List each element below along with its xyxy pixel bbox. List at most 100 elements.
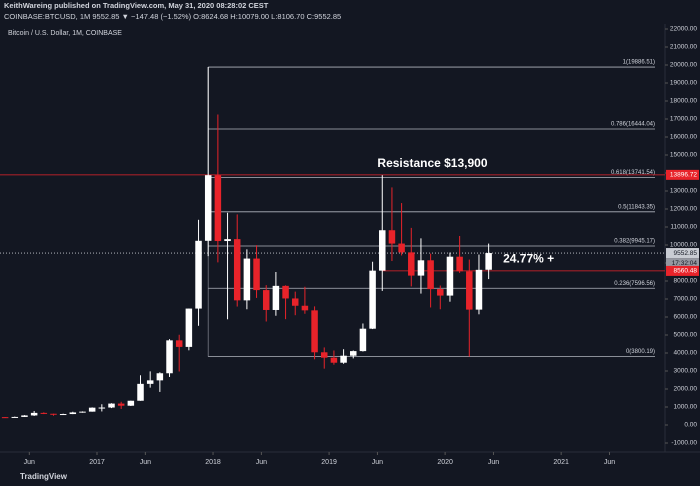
candle-body <box>427 260 434 290</box>
candle-body <box>40 412 48 414</box>
countdown-tag <box>666 258 699 269</box>
fib-label: 1(19886.51) <box>623 60 655 66</box>
price-tag-label: 9552.85 <box>674 250 698 257</box>
candle-body <box>350 351 357 356</box>
y-tick-label: 6000.00 <box>674 314 698 321</box>
candle-body <box>137 383 144 401</box>
fib-label: 0.5(11843.35) <box>618 204 655 210</box>
footer: TradingView <box>20 472 68 481</box>
y-tick-label: 0.00 <box>684 422 697 429</box>
y-tick-label: 1000.00 <box>674 404 698 411</box>
annotation: 24.77% + <box>503 252 554 266</box>
candle-body <box>330 357 338 363</box>
candle-body <box>185 308 193 347</box>
candle-body <box>291 298 299 306</box>
x-tick-label: Jun <box>24 459 35 466</box>
candle-body <box>456 256 463 272</box>
candle-body <box>398 243 405 253</box>
candle-body <box>224 239 231 242</box>
price-tag <box>666 248 699 259</box>
y-tick-label: 10000.00 <box>670 242 697 249</box>
candle-body <box>59 414 67 416</box>
candle-body <box>21 415 28 417</box>
price-tag <box>666 265 699 276</box>
y-tick-label: 21000.00 <box>670 44 697 51</box>
candle-body <box>388 230 396 244</box>
y-tick-label: 12000.00 <box>670 206 697 213</box>
candle-body <box>233 239 241 301</box>
y-tick-label: 3000.00 <box>674 368 698 375</box>
candle-body <box>282 285 289 299</box>
candle-body <box>253 258 260 291</box>
y-tick-label: 18000.00 <box>670 98 697 105</box>
candle-body <box>204 175 212 241</box>
x-tick-label: 2017 <box>89 459 105 466</box>
y-tick-label: 7000.00 <box>674 296 698 303</box>
x-tick-label: Jun <box>140 459 151 466</box>
candle-body <box>175 340 183 347</box>
candle-body <box>262 290 270 310</box>
y-tick-label: 13000.00 <box>670 188 697 195</box>
y-tick-label: 20000.00 <box>670 62 697 69</box>
candle-body <box>408 252 415 276</box>
fib-label: 0(3800.19) <box>626 349 655 355</box>
candle-body <box>446 256 454 296</box>
y-tick-label: 15000.00 <box>670 152 697 159</box>
y-tick-label: 2000.00 <box>674 386 698 393</box>
price-tag-label: 13896.72 <box>670 172 697 179</box>
candle-body <box>195 240 202 309</box>
candle-body <box>88 407 96 412</box>
candle-body <box>50 413 57 415</box>
y-tick-label: 5000.00 <box>674 332 698 339</box>
candle-body <box>320 352 328 358</box>
candle-body <box>30 412 38 416</box>
candle-body <box>156 373 164 381</box>
candle-body <box>301 305 309 311</box>
countdown: 17:32:04 <box>672 260 698 267</box>
y-tick-label: 16000.00 <box>670 134 697 141</box>
x-tick-label: 2020 <box>437 459 453 466</box>
y-tick-label: 22000.00 <box>670 26 697 33</box>
publisher: KeithWareing published on TradingView.co… <box>4 1 269 10</box>
chart-title: Bitcoin / U.S. Dollar, 1M, COINBASE <box>8 30 122 37</box>
y-tick-label: 17000.00 <box>670 116 697 123</box>
candle-body <box>108 403 115 408</box>
x-tick-label: Jun <box>604 459 615 466</box>
candle-body <box>379 230 386 271</box>
fib-label: 0.236(7596.56) <box>614 281 655 287</box>
candle-body <box>359 328 367 352</box>
y-tick-label: -1000.00 <box>671 440 697 447</box>
candle-body <box>166 340 173 374</box>
x-tick-label: Jun <box>488 459 499 466</box>
candle-body <box>417 260 425 276</box>
candle-body <box>311 310 318 353</box>
fib-label: 0.786(16444.04) <box>611 122 655 128</box>
candle-body <box>466 271 473 310</box>
x-tick-label: 2019 <box>321 459 337 466</box>
candle-body <box>243 258 251 301</box>
candle-body <box>69 412 77 415</box>
y-tick-label: 8000.00 <box>674 278 698 285</box>
y-tick-label: 19000.00 <box>670 80 697 87</box>
y-tick-label: 4000.00 <box>674 350 698 357</box>
candle-body <box>146 380 154 384</box>
candle-body <box>272 285 280 310</box>
candle-body <box>485 253 492 270</box>
y-tick-label: 11000.00 <box>670 224 697 231</box>
x-tick-label: 2018 <box>205 459 221 466</box>
candle-body <box>117 403 125 406</box>
candle-body <box>340 355 347 363</box>
candle-body <box>79 411 86 413</box>
fib-label: 0.382(9945.17) <box>614 239 655 245</box>
x-tick-label: 2021 <box>553 459 569 466</box>
fib-label: 0.618(13741.54) <box>611 170 655 176</box>
annotation: Resistance $13,900 <box>377 156 487 170</box>
price-tag-label: 8560.48 <box>674 268 698 275</box>
x-tick-label: Jun <box>256 459 267 466</box>
candle-body <box>369 270 376 329</box>
candle-body <box>437 289 444 296</box>
candle-body <box>1 417 9 419</box>
